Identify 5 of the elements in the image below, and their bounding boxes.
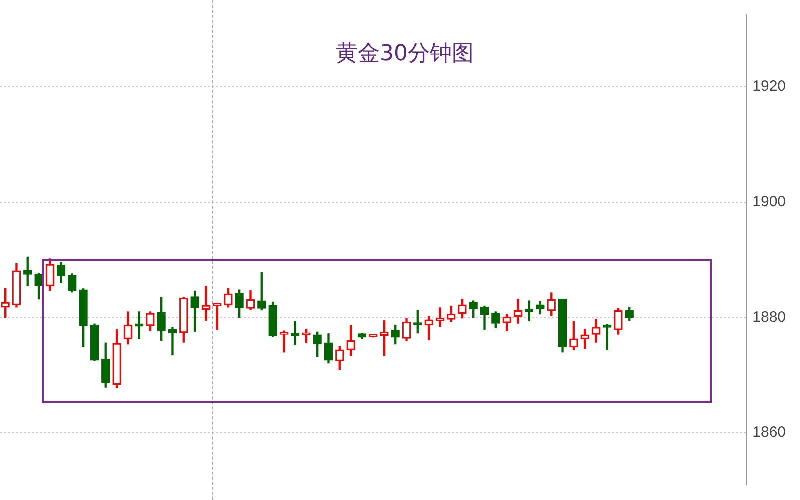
y-tick-label: 1920	[752, 78, 786, 96]
y-tick-label: 1880	[752, 308, 786, 326]
y-tick-label: 1860	[752, 424, 786, 442]
y-tick-label: 1900	[752, 194, 786, 211]
text: 黄金30分钟图	[336, 42, 474, 67]
